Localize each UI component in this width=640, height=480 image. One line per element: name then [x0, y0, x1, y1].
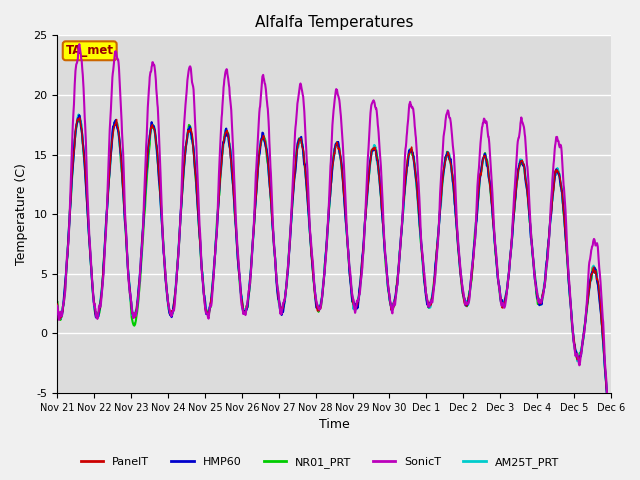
X-axis label: Time: Time [319, 419, 349, 432]
Text: TA_met: TA_met [66, 44, 114, 57]
Legend: PanelT, HMP60, NR01_PRT, SonicT, AM25T_PRT: PanelT, HMP60, NR01_PRT, SonicT, AM25T_P… [77, 452, 563, 472]
Title: Alfalfa Temperatures: Alfalfa Temperatures [255, 15, 413, 30]
Y-axis label: Temperature (C): Temperature (C) [15, 163, 28, 265]
